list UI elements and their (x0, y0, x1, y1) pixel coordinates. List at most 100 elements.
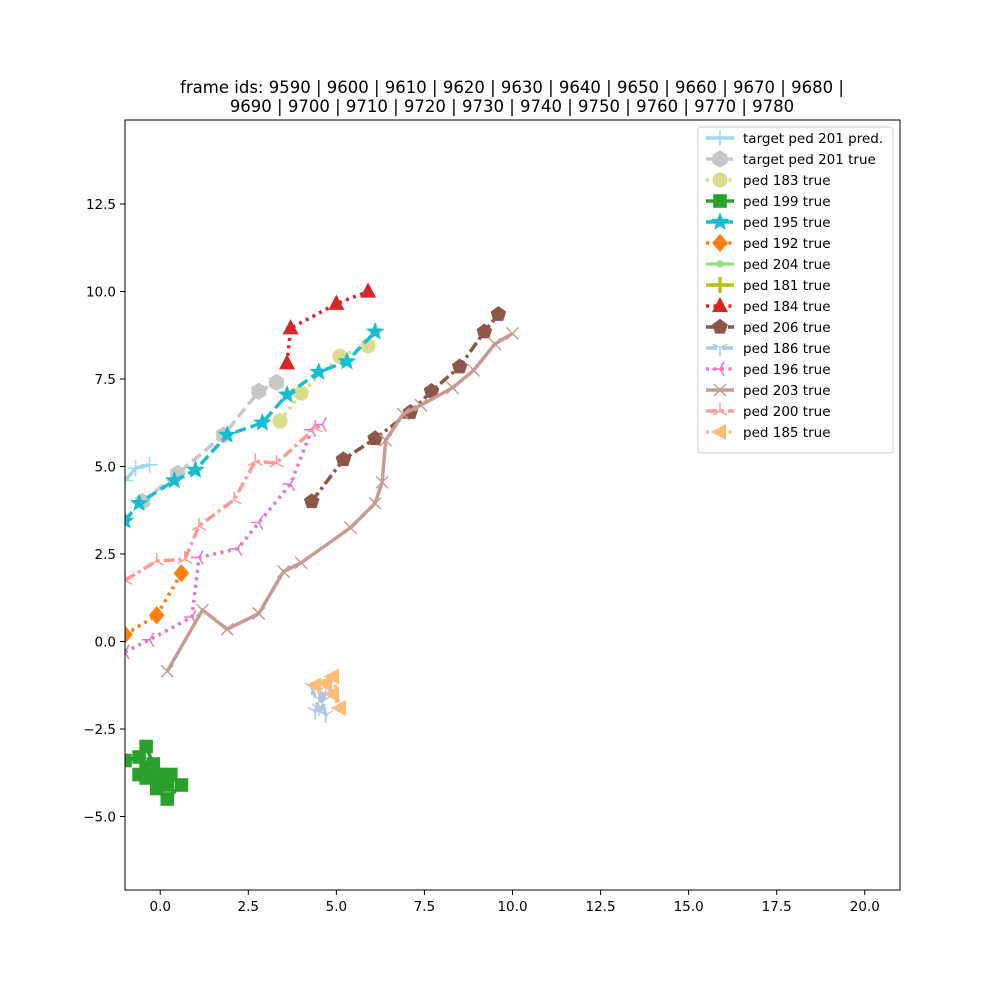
legend-marker (712, 403, 728, 416)
series-3-point-6 (163, 767, 178, 782)
series-4-point-5 (253, 412, 272, 431)
y-tick-label: −5.0 (83, 810, 116, 826)
series-line-13 (125, 426, 317, 582)
series-12-point-7 (368, 496, 382, 510)
series-3-point-0 (125, 753, 132, 768)
series-11-point-4 (229, 541, 243, 557)
x-tick-label: 2.5 (238, 899, 259, 915)
series-13-point-3 (191, 518, 207, 531)
series-3-point-1 (132, 750, 146, 764)
legend-label: ped 184 true (743, 299, 831, 315)
legend-entry-13: ped 200 true (706, 403, 831, 420)
series-14-point-1 (316, 675, 332, 692)
legend-entry-12: ped 203 true (706, 383, 831, 399)
series-3-point-12 (139, 760, 153, 775)
y-tick-label: 12.5 (86, 197, 116, 213)
y-tick-label: 5.0 (95, 460, 116, 476)
legend-label: ped 186 true (743, 341, 831, 357)
series-5 (125, 564, 190, 644)
series-11 (125, 417, 327, 660)
series-4-point-3 (186, 460, 205, 478)
chart-title-line-2: 9690 | 9700 | 9710 | 9720 | 9730 | 9740 … (230, 97, 794, 116)
x-tick-label: 17.5 (762, 899, 792, 915)
series-13-point-6 (269, 455, 284, 468)
x-tick-label: 20.0 (850, 899, 880, 915)
series-layer (125, 282, 520, 806)
series-11-point-5 (250, 515, 264, 530)
series-14-point-3 (330, 699, 346, 717)
chart-title-line-1: frame ids: 9590 | 9600 | 9610 | 9620 | 9… (180, 78, 844, 97)
legend-label: ped 199 true (743, 194, 831, 210)
x-tick-label: 5.0 (326, 899, 347, 915)
series-9-point-4 (423, 383, 440, 398)
legend-label: ped 206 true (743, 320, 831, 336)
legend-entry-10: ped 186 true (706, 341, 831, 357)
y-tick-label: −2.5 (83, 722, 116, 738)
legend-entry-8: ped 184 true (706, 296, 831, 315)
x-tick-label: 7.5 (414, 899, 435, 915)
legend-label: ped 195 true (743, 215, 831, 231)
series-8 (279, 282, 377, 370)
series-5-point-0 (125, 625, 133, 644)
y-tick-label: 10.0 (86, 285, 116, 301)
series-line-12 (165, 331, 514, 673)
legend-entry-4: ped 195 true (706, 212, 831, 231)
series-8-point-3 (360, 282, 377, 298)
legend-entry-14: ped 185 true (706, 423, 831, 441)
legend-marker (712, 318, 728, 334)
y-axis: −5.0 −2.5 0.0 2.5 5.0 7.5 10.0 12.5 (83, 197, 125, 826)
x-tick-label: 12.5 (586, 899, 616, 915)
legend-marker (712, 343, 728, 356)
series-0-point-2 (141, 456, 158, 473)
legend-label: ped 192 true (743, 236, 831, 252)
legend-marker (712, 233, 728, 253)
series-11-point-0 (125, 644, 130, 660)
legend-label: target ped 201 true (743, 152, 876, 168)
legend-marker (711, 296, 729, 313)
legend-frame (697, 126, 894, 454)
series-12-point-0 (160, 664, 174, 678)
series-4-point-1 (129, 493, 149, 512)
series-3-point-5 (160, 778, 175, 792)
series-11-point-1 (141, 632, 155, 648)
legend-label: ped 200 true (743, 404, 831, 420)
series-4-point-9 (365, 321, 385, 340)
legend-marker (712, 130, 728, 146)
series-2-point-0 (272, 413, 288, 429)
y-tick-label: 2.5 (95, 547, 116, 563)
series-9-point-0 (303, 493, 320, 509)
legend-entry-5: ped 192 true (706, 233, 831, 253)
legend-marker (710, 212, 730, 230)
legend-marker (710, 423, 727, 441)
y-tick-label: 7.5 (95, 372, 116, 388)
series-13-point-2 (177, 551, 193, 564)
series-9-point-5 (451, 358, 468, 374)
series-14 (306, 668, 346, 717)
series-4-point-4 (217, 425, 237, 443)
series-12-point-8 (375, 475, 389, 489)
series-12 (160, 326, 520, 678)
legend-label: ped 203 true (743, 383, 831, 399)
series-3 (125, 739, 189, 806)
series-3-point-13 (149, 771, 164, 785)
series-12-point-9 (379, 433, 393, 447)
x-tick-label: 10.0 (497, 899, 527, 915)
series-4 (125, 321, 385, 529)
series-3-point-8 (160, 792, 175, 806)
series-9-point-6 (476, 323, 493, 339)
legend-marker (713, 194, 727, 208)
series-0-point-1 (127, 460, 144, 477)
legend-label: ped 204 true (743, 257, 831, 273)
x-tick-label: 0.0 (149, 899, 170, 915)
series-9-point-1 (335, 451, 352, 467)
y-tick-label: 0.0 (95, 635, 116, 651)
legend-label: ped 185 true (743, 425, 831, 441)
series-14-point-2 (323, 685, 339, 703)
series-12-point-2 (220, 622, 234, 636)
series-3-point-9 (149, 781, 164, 796)
series-12-point-14 (488, 337, 502, 351)
legend-entry-11: ped 196 true (706, 361, 831, 378)
series-8-point-1 (282, 319, 299, 335)
series-12-point-3 (252, 606, 266, 621)
